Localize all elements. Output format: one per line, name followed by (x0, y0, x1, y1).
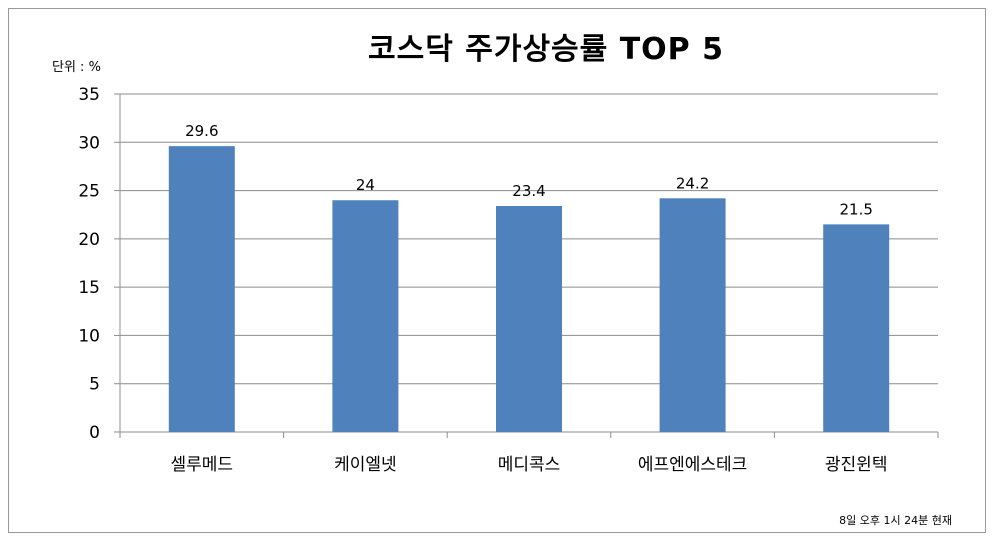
x-category-label: 메디콕스 (498, 455, 561, 475)
y-tick-label: 30 (78, 133, 100, 153)
y-tick-label: 15 (78, 278, 100, 298)
bar (332, 200, 399, 432)
bar (168, 146, 235, 433)
unit-label: 단위 : % (52, 60, 101, 75)
x-category-label: 에프엔에스테크 (638, 455, 747, 475)
chart-title: 코스닥 주가상승률 TOP 5 (368, 32, 724, 67)
y-tick-label: 35 (78, 85, 100, 105)
data-label: 29.6 (185, 122, 218, 140)
bar (496, 206, 562, 432)
bar (823, 224, 890, 432)
timestamp-note: 8일 오후 1시 24분 현재 (839, 514, 952, 527)
y-tick-label: 0 (89, 423, 100, 443)
x-category-label: 광진윈텍 (825, 455, 888, 475)
y-tick-label: 10 (78, 326, 100, 346)
data-label: 24 (356, 176, 375, 194)
bar (659, 198, 726, 432)
data-label: 21.5 (839, 200, 872, 218)
data-label: 24.2 (676, 174, 709, 192)
y-tick-label: 25 (78, 182, 100, 202)
data-label: 23.4 (512, 182, 545, 200)
x-category-label: 케이엘넷 (334, 455, 397, 475)
y-tick-label: 5 (89, 375, 100, 395)
y-tick-label: 20 (78, 230, 100, 250)
x-category-label: 셀루메드 (171, 455, 234, 475)
